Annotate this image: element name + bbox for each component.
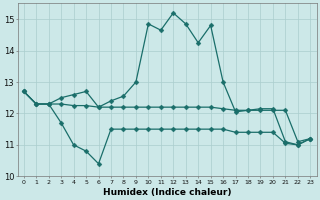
X-axis label: Humidex (Indice chaleur): Humidex (Indice chaleur): [103, 188, 231, 197]
